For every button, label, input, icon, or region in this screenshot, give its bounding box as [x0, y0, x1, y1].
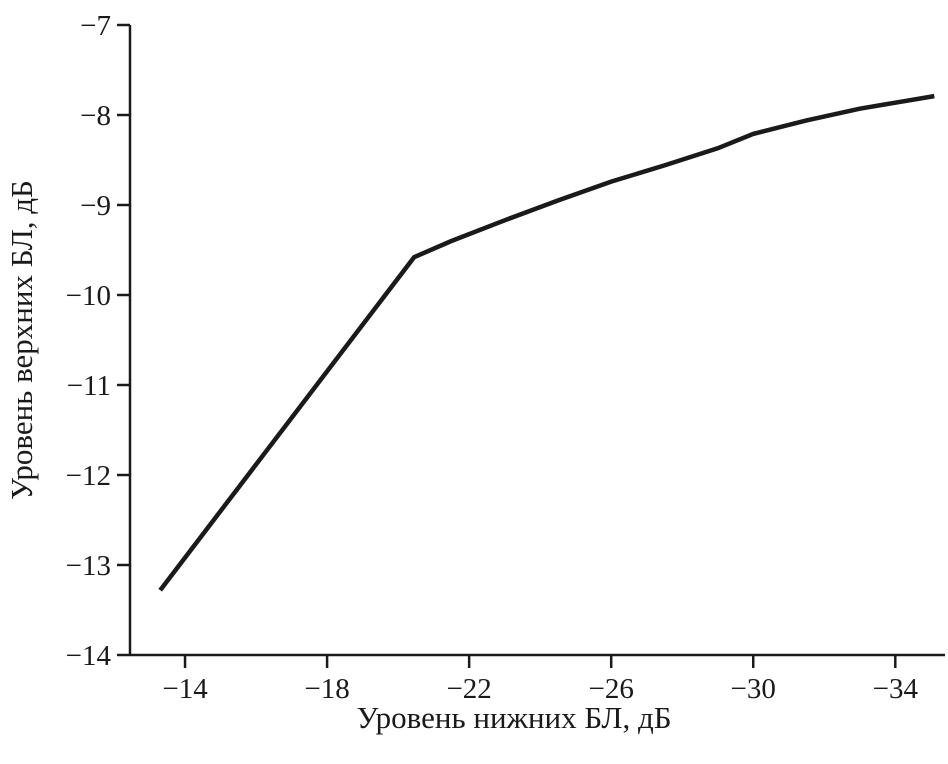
y-tick-label: −8: [80, 100, 111, 132]
x-tick-label: −18: [304, 673, 349, 705]
y-tick-label: −11: [67, 370, 111, 402]
y-tick-label: −13: [66, 550, 111, 582]
y-axis-label-wrap: Уровень верхних БЛ, дБ: [0, 0, 44, 764]
x-tick-label: −34: [873, 673, 919, 705]
y-tick-label: −10: [66, 280, 111, 312]
y-tick-label: −9: [80, 190, 111, 222]
x-tick-label: −26: [589, 673, 634, 705]
y-tick-label: −14: [66, 640, 112, 672]
x-tick-label: −22: [446, 673, 491, 705]
y-tick-label: −12: [66, 460, 111, 492]
y-tick-label: −7: [80, 10, 111, 42]
y-axis-label: Уровень верхних БЛ, дБ: [4, 180, 39, 500]
x-axis-label: Уровень нижних БЛ, дБ: [356, 700, 672, 735]
x-tick-label: −30: [731, 673, 776, 705]
x-tick-label: −14: [162, 673, 208, 705]
data-line: [158, 93, 935, 592]
